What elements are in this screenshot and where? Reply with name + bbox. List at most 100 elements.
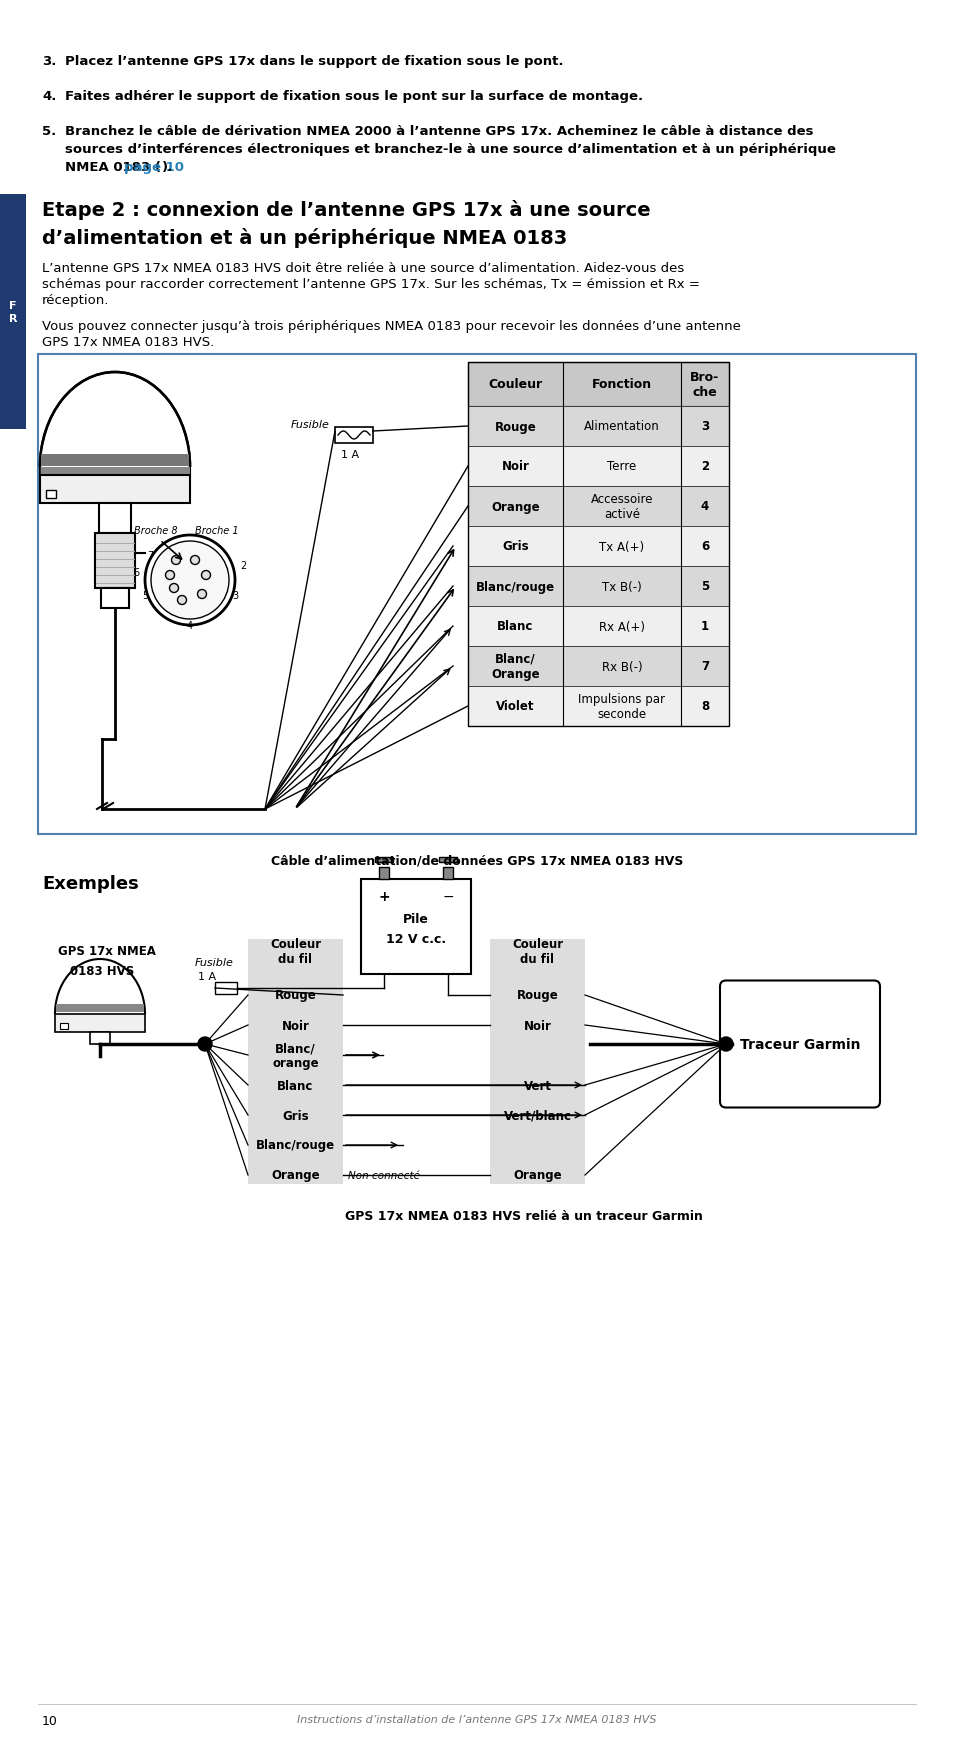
Circle shape	[172, 556, 180, 565]
Bar	[40, 475, 190, 503]
Text: Orange: Orange	[513, 1169, 561, 1182]
Text: Blanc/rouge: Blanc/rouge	[476, 580, 555, 593]
Text: F
R: F R	[9, 301, 17, 323]
Text: 1 A: 1 A	[340, 449, 358, 460]
Text: Alimentation: Alimentation	[583, 420, 659, 434]
Text: Blanc: Blanc	[497, 621, 533, 633]
Bar	[378, 867, 389, 879]
Text: Couleur
du fil: Couleur du fil	[512, 937, 562, 965]
Text: Blanc/
orange: Blanc/ orange	[272, 1042, 318, 1068]
Text: Blanc/rouge: Blanc/rouge	[255, 1140, 335, 1152]
Text: Noir: Noir	[281, 1019, 309, 1031]
Bar	[38, 355, 915, 834]
Text: 1: 1	[700, 621, 708, 633]
Text: Rouge: Rouge	[274, 989, 316, 1002]
Circle shape	[719, 1037, 732, 1051]
Text: Placez l’antenne GPS 17x dans le support de fixation sous le pont.: Placez l’antenne GPS 17x dans le support…	[65, 54, 563, 68]
Circle shape	[198, 1037, 212, 1051]
Text: L’antenne GPS 17x NMEA 0183 HVS doit être reliée à une source d’alimentation. Ai: L’antenne GPS 17x NMEA 0183 HVS doit êtr…	[42, 262, 683, 274]
Text: 6: 6	[133, 568, 140, 577]
Circle shape	[165, 572, 174, 580]
Text: 5: 5	[700, 580, 708, 593]
Bar	[60, 1023, 68, 1030]
Text: Gris: Gris	[282, 1108, 309, 1122]
Bar	[468, 647, 728, 687]
Text: Etape 2 : connexion de l’antenne GPS 17x à une source: Etape 2 : connexion de l’antenne GPS 17x…	[42, 199, 650, 220]
Text: Bro-
che: Bro- che	[690, 371, 719, 399]
Bar	[56, 1005, 144, 1012]
Text: 2: 2	[700, 460, 708, 474]
Bar	[468, 607, 728, 647]
Text: réception.: réception.	[42, 294, 110, 308]
Text: Violet: Violet	[496, 701, 535, 713]
Text: 7: 7	[700, 661, 708, 673]
Text: 2: 2	[240, 561, 246, 570]
Text: d’alimentation et à un périphérique NMEA 0183: d’alimentation et à un périphérique NMEA…	[42, 227, 567, 248]
Bar	[99, 503, 131, 533]
Text: schémas pour raccorder correctement l’antenne GPS 17x. Sur les schémas, Tx = émi: schémas pour raccorder correctement l’an…	[42, 278, 700, 290]
Bar	[55, 1014, 145, 1033]
Text: 5.: 5.	[42, 124, 56, 138]
Text: Rx A(+): Rx A(+)	[598, 621, 644, 633]
Bar	[46, 491, 56, 498]
Text: 10: 10	[42, 1715, 58, 1727]
Circle shape	[197, 591, 206, 600]
Circle shape	[177, 596, 186, 605]
Text: 7: 7	[147, 551, 152, 561]
Circle shape	[170, 584, 178, 593]
Bar	[468, 364, 728, 407]
Bar	[214, 982, 236, 995]
Text: Vert: Vert	[523, 1079, 551, 1092]
Text: NMEA 0183 (: NMEA 0183 (	[65, 161, 161, 173]
Text: sources d’interférences électroniques et branchez-le à une source d’alimentation: sources d’interférences électroniques et…	[65, 143, 835, 156]
Bar	[442, 867, 453, 879]
Text: Non connecté: Non connecté	[348, 1171, 419, 1180]
Circle shape	[191, 556, 199, 565]
Bar	[468, 447, 728, 486]
Text: Terre: Terre	[607, 460, 636, 474]
Text: GPS 17x NMEA 0183 HVS relié à un traceur Garmin: GPS 17x NMEA 0183 HVS relié à un traceur…	[345, 1210, 702, 1222]
Text: Branchez le câble de dérivation NMEA 2000 à l’antenne GPS 17x. Acheminez le câbl: Branchez le câble de dérivation NMEA 200…	[65, 124, 813, 138]
Text: Noir: Noir	[501, 460, 529, 474]
Wedge shape	[40, 393, 190, 468]
Bar	[360, 879, 471, 974]
Bar	[490, 939, 584, 1185]
Bar	[101, 589, 129, 608]
Bar	[248, 939, 343, 1185]
Text: Couleur: Couleur	[488, 378, 542, 392]
Bar	[335, 428, 373, 444]
Text: Pile: Pile	[402, 912, 429, 926]
Bar	[468, 566, 728, 607]
Bar	[90, 1033, 110, 1044]
Bar	[468, 526, 728, 566]
Bar	[468, 364, 728, 727]
Text: Fusible: Fusible	[194, 958, 233, 967]
Bar	[0, 194, 26, 430]
Text: Tx A(+): Tx A(+)	[598, 540, 644, 552]
Text: 0183 HVS: 0183 HVS	[70, 965, 134, 977]
Text: Tx B(-): Tx B(-)	[601, 580, 641, 593]
Bar	[40, 463, 190, 475]
Bar	[468, 687, 728, 727]
Text: Gris: Gris	[501, 540, 528, 552]
Text: Vert/blanc: Vert/blanc	[503, 1108, 571, 1122]
Text: ).: ).	[162, 161, 173, 173]
Text: Orange: Orange	[271, 1169, 319, 1182]
Text: 3: 3	[232, 591, 238, 601]
Text: 4: 4	[700, 500, 708, 514]
Text: Exemples: Exemples	[42, 874, 138, 893]
Text: Impulsions par
seconde: Impulsions par seconde	[578, 692, 665, 720]
Text: 8: 8	[700, 701, 708, 713]
Text: +: +	[377, 890, 390, 904]
Text: Blanc: Blanc	[277, 1079, 314, 1092]
Text: Noir: Noir	[523, 1019, 551, 1031]
Text: Câble d’alimentation/de données GPS 17x NMEA 0183 HVS: Câble d’alimentation/de données GPS 17x …	[271, 855, 682, 867]
Text: GPS 17x NMEA: GPS 17x NMEA	[58, 944, 155, 958]
FancyBboxPatch shape	[720, 981, 879, 1108]
Wedge shape	[55, 970, 145, 1014]
Text: Orange: Orange	[491, 500, 539, 514]
Bar	[40, 468, 190, 475]
Circle shape	[145, 535, 234, 626]
Text: Fusible: Fusible	[291, 420, 330, 430]
Text: 3: 3	[700, 420, 708, 434]
